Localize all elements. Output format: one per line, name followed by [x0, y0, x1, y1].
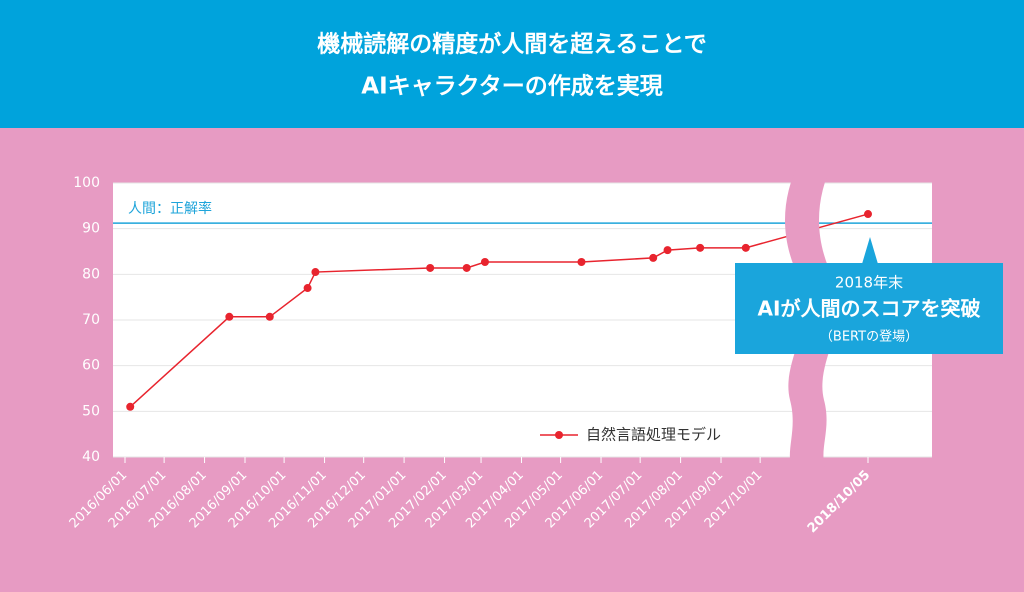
- y-tick-label: 70: [82, 312, 100, 328]
- data-point: [864, 210, 872, 219]
- data-point: [696, 243, 705, 252]
- callout-pointer: [862, 237, 878, 264]
- callout-line: （BERTの登場）: [820, 330, 918, 345]
- data-point: [663, 246, 672, 255]
- data-point: [577, 258, 586, 267]
- data-point: [265, 312, 274, 321]
- data-point: [462, 263, 471, 272]
- legend-marker: [555, 431, 563, 439]
- y-tick-label: 40: [82, 449, 100, 465]
- data-point: [480, 258, 489, 267]
- callout-line: AIが人間のスコアを突破: [758, 297, 981, 321]
- y-tick-label: 50: [82, 403, 100, 419]
- data-point: [311, 268, 320, 277]
- data-point: [741, 243, 750, 252]
- data-point: [303, 284, 312, 293]
- data-point: [126, 402, 135, 411]
- data-point: [426, 263, 435, 272]
- header-title: AIキャラクターの作成を実現: [361, 73, 662, 100]
- y-tick-label: 80: [82, 266, 100, 282]
- data-point: [225, 312, 234, 321]
- y-tick-label: 90: [82, 221, 100, 237]
- header-title: 機械読解の精度が人間を超えることで: [317, 31, 707, 58]
- data-point: [649, 253, 658, 262]
- y-tick-label: 60: [82, 358, 100, 374]
- callout-box: [735, 263, 1003, 354]
- legend-label: 自然言語処理モデル: [586, 426, 721, 444]
- marks: 自然言語処理モデル: [126, 210, 872, 444]
- header-band: [0, 0, 1024, 128]
- callout-line: 2018年末: [835, 274, 903, 292]
- y-tick-label: 100: [73, 175, 100, 191]
- overlay: 2018年末 AIが人間のスコアを突破 （BERTの登場）: [735, 237, 1003, 354]
- reference-label: 人間：正解率: [128, 200, 212, 217]
- series-line: [129, 213, 869, 408]
